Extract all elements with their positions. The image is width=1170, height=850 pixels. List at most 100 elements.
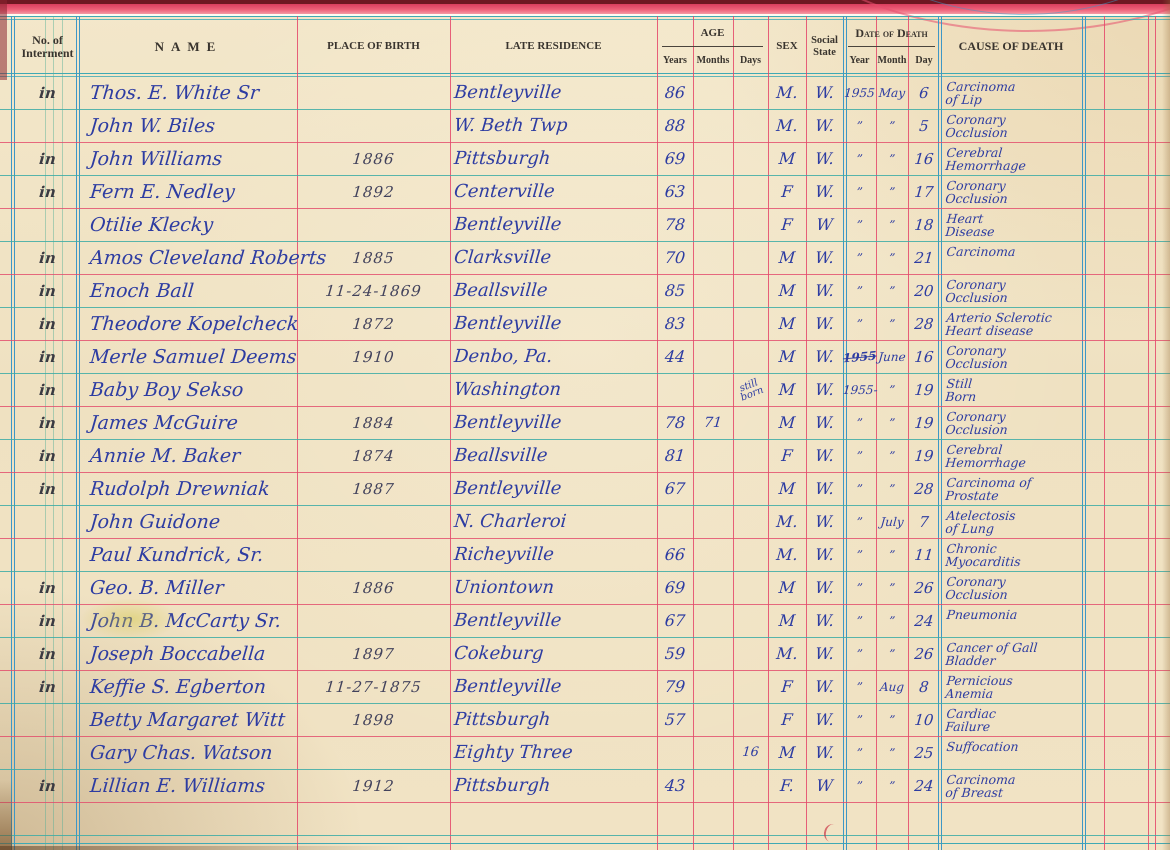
cell-cause: Carcinoma of Prostate <box>944 475 1033 503</box>
top-white-line <box>0 14 1170 16</box>
cell-no: in <box>38 315 57 333</box>
header-date-of-death-group: Date of Death Year Month Day <box>843 20 940 73</box>
rule-vertical-blue <box>1082 16 1086 850</box>
cell-months: 71 <box>703 415 723 431</box>
cell-cause: Coronary Occlusion <box>944 277 1009 305</box>
cell-dmonth: ” <box>888 152 896 166</box>
cell-name: John Guidone <box>89 511 222 533</box>
cell-birth <box>296 110 452 142</box>
cell-social: W. <box>814 182 835 201</box>
cell-days <box>732 539 770 571</box>
cell-name: James McGuire <box>89 412 239 434</box>
cell-sex: F. <box>779 776 795 795</box>
cell-months <box>692 638 735 670</box>
cell-no: in <box>38 348 57 366</box>
rule-vertical-green <box>53 16 54 850</box>
ledger-row: in Merle Samuel Deems 1910 Denbo, Pa. 44 M W. 1… <box>0 341 1170 374</box>
cell-months <box>692 242 735 274</box>
ledger-row: in Theodore Kopelcheck 1872 Bentleyville 83 M… <box>0 308 1170 341</box>
cell-name: Otilie Klecky <box>89 214 215 236</box>
cell-birth: 1897 <box>351 645 396 663</box>
cell-years: 79 <box>664 677 687 696</box>
cell-cause: Arterio Sclerotic Heart disease <box>944 310 1053 338</box>
ledger-row: in Geo. B. Miller 1886 Uniontown 69 M W.”” 26 Co… <box>0 572 1170 605</box>
cell-cause: Atelectosis of Lung <box>944 508 1017 536</box>
cell-dmonth: ” <box>888 317 896 331</box>
cell-dmonth: Aug <box>879 680 905 694</box>
rule-vertical-blue <box>938 16 942 850</box>
cell-name: Keffie S. Egberton <box>89 676 267 698</box>
cell-dyear: ” <box>855 284 864 298</box>
header-interment-line2: Interment <box>21 45 74 60</box>
header-social-state: Social State <box>806 20 843 73</box>
cell-residence: Beallsville <box>453 280 549 301</box>
corner-shadow-top-left <box>0 0 7 80</box>
cell-dday: 17 <box>913 183 935 201</box>
cell-birth <box>296 803 452 835</box>
cell-residence: W. Beth Twp <box>453 115 569 136</box>
cell-social: W. <box>814 644 835 663</box>
cell-sex: M <box>778 281 797 300</box>
cell-dday: 26 <box>913 579 935 597</box>
cell-cause: Carcinoma of Lip <box>944 79 1017 107</box>
cell-dmonth <box>875 803 910 835</box>
cell-months <box>692 275 735 307</box>
header-dod-day: Day <box>915 54 933 66</box>
cell-social: W <box>815 776 834 795</box>
rule-vertical-green <box>62 16 63 850</box>
cell-years: 70 <box>664 248 687 267</box>
cell-sex: F <box>780 677 794 696</box>
cell-months <box>692 209 735 241</box>
cell-birth <box>296 539 452 571</box>
cell-birth: 1910 <box>351 348 396 366</box>
ledger-rows: in Thos. E. White Sr Bentleyville 86 M. W. 195… <box>0 77 1170 850</box>
cell-dday: 20 <box>913 282 935 300</box>
ledger-row: in John Williams 1886 Pittsburgh 69 M W. ” ” 16 Ce… <box>0 143 1170 176</box>
cell-dday: 10 <box>913 711 935 729</box>
cell-sex: F <box>780 710 794 729</box>
cell-dyear: ” <box>855 614 864 628</box>
cell-dyear: ” <box>855 713 864 727</box>
yellow-smudge <box>80 598 180 640</box>
cell-cause: Coronary Occlusion <box>944 574 1009 602</box>
cell-dday: 19 <box>913 414 935 432</box>
cell-cause: Carcinoma <box>945 244 1017 259</box>
cell-dmonth: July <box>879 515 905 529</box>
ledger-row: in Baby Boy Sekso Washington still born M W. 1… <box>0 374 1170 407</box>
cell-cause <box>939 803 1084 835</box>
rule-vertical-red <box>1104 16 1105 850</box>
cell-dyear: ” <box>855 449 864 463</box>
header-cause-of-death: CAUSE OF DEATH <box>958 39 1064 53</box>
cell-birth <box>296 209 452 241</box>
cell-social: W. <box>814 380 835 399</box>
cell-birth: 1885 <box>351 249 396 267</box>
top-maroon-band <box>0 0 1170 4</box>
cell-dday: 16 <box>913 150 935 168</box>
cell-months <box>692 110 735 142</box>
cell-residence: Bentleyville <box>453 412 563 433</box>
cell-name: Merle Samuel Deems <box>89 346 298 368</box>
cell-residence: N. Charleroi <box>453 511 568 532</box>
cell-dmonth: ” <box>888 746 896 760</box>
cell-social: W. <box>814 743 835 762</box>
cell-social: W. <box>814 479 835 498</box>
cell-residence: Clarksville <box>453 247 553 268</box>
cell-birth: 1886 <box>351 579 396 597</box>
cell-months <box>692 671 735 703</box>
cell-no: in <box>38 579 57 597</box>
rule-horizontal <box>0 843 1170 844</box>
cell-no <box>14 539 82 571</box>
header-age-subcolumns: Years Months Days <box>657 47 768 73</box>
header-interment-line1: No. of <box>32 32 63 47</box>
cell-name: John W. Biles <box>89 115 216 137</box>
table-header: No. of Interment NAME PLACE OF BIRTH LAT… <box>15 20 1082 73</box>
cell-years: 67 <box>664 479 687 498</box>
cell-sex: M. <box>775 512 799 531</box>
cell-dday: 24 <box>913 612 935 630</box>
cell-sex: M <box>778 743 797 762</box>
cell-dyear: ” <box>855 515 864 529</box>
cell-years: 69 <box>664 578 687 597</box>
cell-no <box>14 110 82 142</box>
cell-birth <box>296 605 452 637</box>
